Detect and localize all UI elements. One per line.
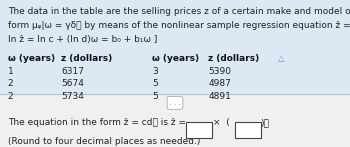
Text: ×  (: × ( xyxy=(213,118,230,127)
Text: ln ẑ = ln c + (ln d)ω = b₀ + b₁ω ]: ln ẑ = ln c + (ln d)ω = b₀ + b₁ω ] xyxy=(8,35,157,44)
Text: The data in the table are the selling prices z of a certain make and model of us: The data in the table are the selling pr… xyxy=(8,7,350,16)
Text: 5390: 5390 xyxy=(208,67,231,76)
Text: 5: 5 xyxy=(152,79,158,88)
Text: z (dollars): z (dollars) xyxy=(61,54,112,63)
Text: 4891: 4891 xyxy=(208,92,231,101)
Text: 5: 5 xyxy=(152,92,158,101)
FancyBboxPatch shape xyxy=(234,122,261,138)
Text: 5734: 5734 xyxy=(61,92,84,101)
Text: (Round to four decimal places as needed.): (Round to four decimal places as needed.… xyxy=(8,137,200,146)
Text: 6317: 6317 xyxy=(61,67,84,76)
Text: . . .: . . . xyxy=(169,98,181,107)
Text: ω (years): ω (years) xyxy=(152,54,200,63)
Text: 5674: 5674 xyxy=(61,79,84,88)
Text: 3: 3 xyxy=(152,67,158,76)
Text: The equation in the form ẑ = cdᵜ is ẑ =: The equation in the form ẑ = cdᵜ is ẑ = xyxy=(8,118,186,127)
Text: form μᵩ|ω = γδᵜ by means of the nonlinear sample regression equation ẑ = cdᵜ. [H: form μᵩ|ω = γδᵜ by means of the nonlinea… xyxy=(8,21,350,30)
Text: )ᵜ: )ᵜ xyxy=(261,118,270,127)
FancyBboxPatch shape xyxy=(186,122,212,138)
Text: 1: 1 xyxy=(8,67,13,76)
Text: 2: 2 xyxy=(8,92,13,101)
Text: △: △ xyxy=(278,54,285,63)
Bar xyxy=(0,0,350,94)
Text: z (dollars): z (dollars) xyxy=(208,54,259,63)
Text: ω (years): ω (years) xyxy=(8,54,55,63)
Text: 2: 2 xyxy=(8,79,13,88)
Text: 4987: 4987 xyxy=(208,79,231,88)
Bar xyxy=(0,94,350,147)
